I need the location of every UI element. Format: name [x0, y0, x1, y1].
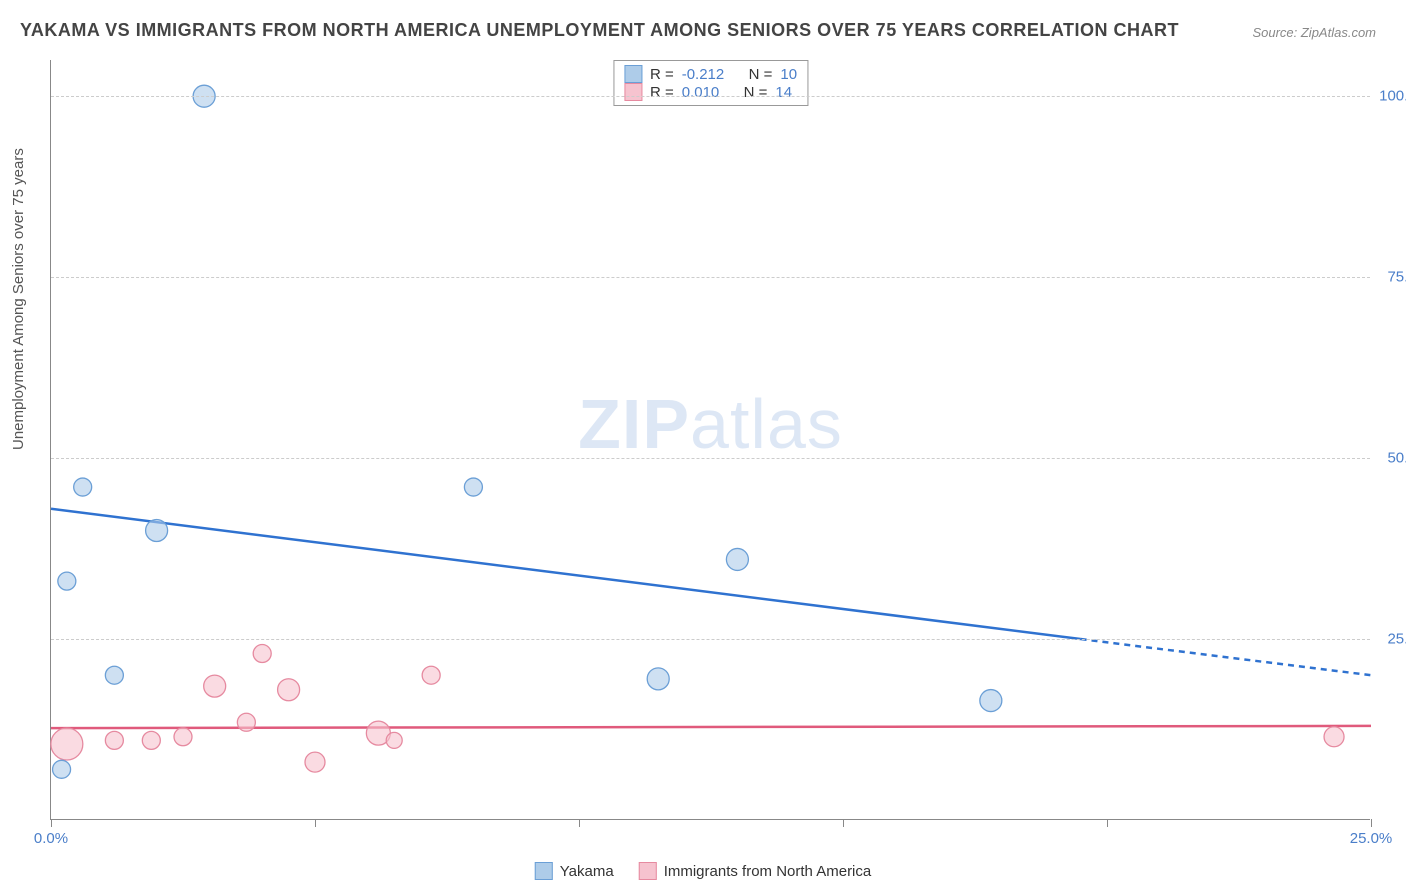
x-tick — [1107, 819, 1108, 827]
data-point — [237, 713, 255, 731]
r-value-yakama: -0.212 — [682, 66, 725, 83]
y-axis-label: Unemployment Among Seniors over 75 years — [10, 148, 27, 450]
x-tick — [579, 819, 580, 827]
x-tick — [315, 819, 316, 827]
legend-swatch-yakama — [535, 862, 553, 880]
data-point — [422, 666, 440, 684]
y-tick-label: 100.0% — [1379, 88, 1406, 105]
data-point — [305, 752, 325, 772]
legend-label-immigrants: Immigrants from North America — [664, 863, 872, 880]
data-point — [51, 728, 83, 760]
r-label: R = — [650, 66, 674, 83]
data-point — [726, 548, 748, 570]
data-point — [105, 731, 123, 749]
x-tick-label: 0.0% — [34, 830, 68, 847]
gridline — [51, 639, 1370, 640]
y-tick-label: 50.0% — [1387, 450, 1406, 467]
data-point — [74, 478, 92, 496]
data-point — [386, 732, 402, 748]
stats-box: R = -0.212 N = 10 R = 0.010 N = 14 — [613, 60, 808, 106]
chart-title: YAKAMA VS IMMIGRANTS FROM NORTH AMERICA … — [20, 20, 1179, 41]
n-label: N = — [749, 66, 773, 83]
legend-item-yakama: Yakama — [535, 862, 614, 880]
legend-label-yakama: Yakama — [560, 863, 614, 880]
bottom-legend: Yakama Immigrants from North America — [535, 862, 871, 880]
gridline — [51, 96, 1370, 97]
x-tick — [843, 819, 844, 827]
data-point — [980, 690, 1002, 712]
data-point — [53, 760, 71, 778]
r-label: R = — [650, 84, 674, 101]
data-point — [253, 645, 271, 663]
data-point — [174, 728, 192, 746]
data-point — [146, 519, 168, 541]
source-attribution: Source: ZipAtlas.com — [1252, 25, 1376, 40]
data-point — [105, 666, 123, 684]
gridline — [51, 277, 1370, 278]
gridline — [51, 458, 1370, 459]
r-value-immigrants: 0.010 — [682, 84, 720, 101]
plot-area: ZIPatlas R = -0.212 N = 10 R = 0.010 N =… — [50, 60, 1370, 820]
data-point — [204, 675, 226, 697]
swatch-yakama — [624, 65, 642, 83]
y-tick-label: 75.0% — [1387, 269, 1406, 286]
data-point — [58, 572, 76, 590]
data-point — [142, 731, 160, 749]
n-value-yakama: 10 — [780, 66, 797, 83]
data-point — [464, 478, 482, 496]
x-tick-label: 25.0% — [1350, 830, 1393, 847]
stats-row-yakama: R = -0.212 N = 10 — [624, 65, 797, 83]
stats-row-immigrants: R = 0.010 N = 14 — [624, 83, 797, 101]
data-point — [1324, 727, 1344, 747]
x-tick — [51, 819, 52, 827]
regression-line — [51, 509, 1081, 639]
chart-svg — [51, 60, 1370, 819]
x-tick — [1371, 819, 1372, 827]
legend-swatch-immigrants — [639, 862, 657, 880]
data-point — [647, 668, 669, 690]
y-tick-label: 25.0% — [1387, 631, 1406, 648]
n-label: N = — [744, 84, 768, 101]
legend-item-immigrants: Immigrants from North America — [639, 862, 872, 880]
data-point — [278, 679, 300, 701]
regression-line — [1081, 639, 1371, 675]
swatch-immigrants — [624, 83, 642, 101]
n-value-immigrants: 14 — [775, 84, 792, 101]
